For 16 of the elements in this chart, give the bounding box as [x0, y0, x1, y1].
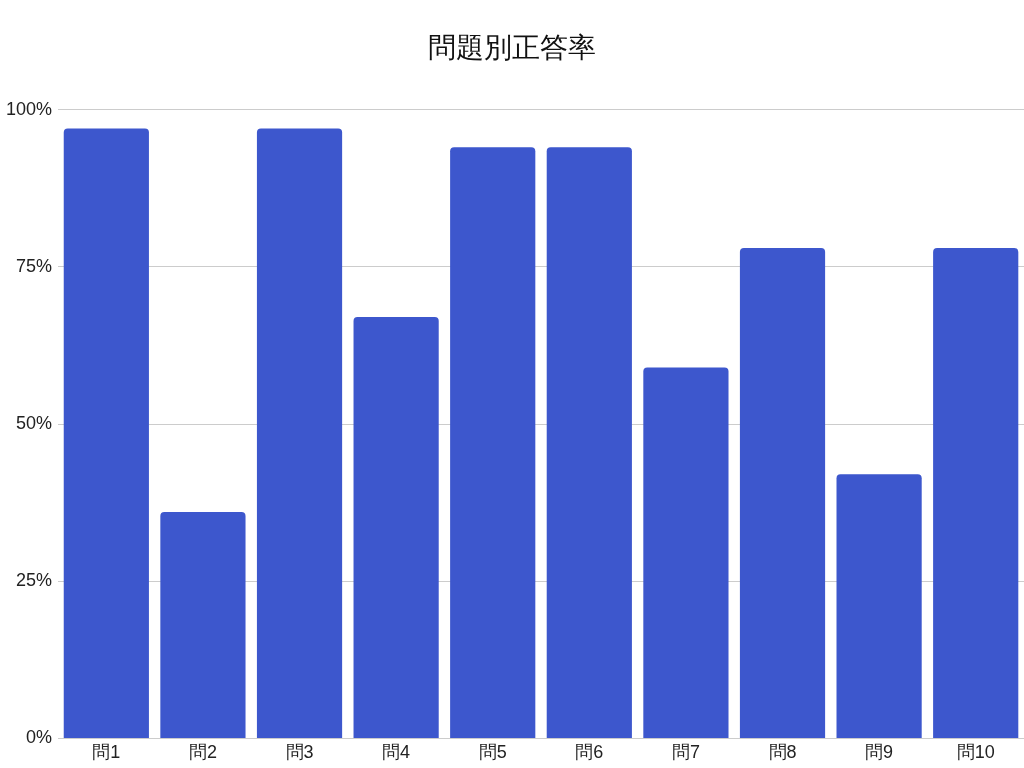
y-tick-label: 100% [5, 98, 53, 119]
x-tick-label: 問9 [865, 742, 894, 763]
x-tick-label: 問8 [768, 742, 797, 763]
x-tick-label: 問4 [382, 742, 411, 763]
y-tick-label: 25% [16, 570, 53, 591]
y-tick-label: 0% [26, 727, 53, 748]
x-tick-label: 問5 [478, 742, 507, 763]
x-tick-label: 問2 [188, 742, 217, 763]
x-tick-label: 問7 [671, 742, 700, 763]
y-tick-label: 50% [16, 412, 53, 433]
chart-title: 問題別正答率 [428, 31, 596, 63]
x-tick-label: 問6 [575, 742, 604, 763]
x-tick-label: 問3 [285, 742, 314, 763]
x-tick-label: 問10 [956, 742, 995, 763]
y-tick-label: 75% [16, 255, 53, 276]
x-tick-label: 問1 [92, 742, 121, 763]
